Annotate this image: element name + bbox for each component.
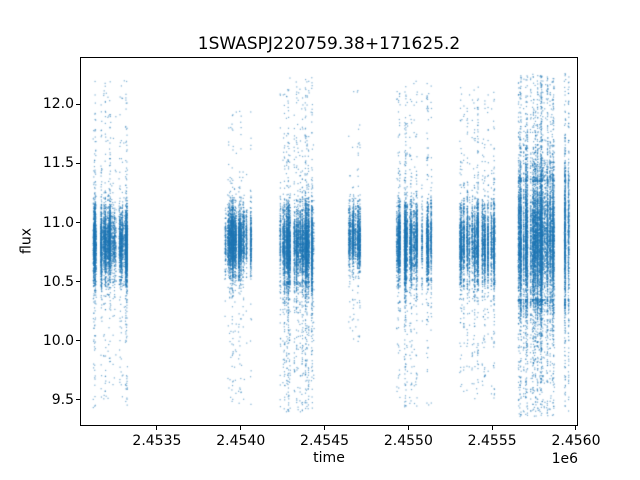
x-tick-label: 2.4540	[216, 433, 266, 449]
y-tick-label: 10.0	[42, 332, 74, 349]
y-tick-mark	[76, 222, 80, 224]
y-tick-label: 12.0	[42, 96, 74, 113]
x-tick-label: 2.4545	[300, 433, 350, 449]
x-tick-mark	[156, 426, 158, 430]
x-axis-offset-label: 1e6	[551, 451, 578, 467]
x-tick-mark	[491, 426, 493, 430]
x-tick-label: 2.4560	[551, 433, 601, 449]
x-axis-label: time	[313, 450, 345, 466]
y-tick-label: 9.5	[51, 391, 74, 408]
y-tick-mark	[76, 399, 80, 401]
y-tick-mark	[76, 103, 80, 105]
x-tick-mark	[575, 426, 577, 430]
x-tick-label: 2.4555	[467, 433, 517, 449]
x-tick-mark	[324, 426, 326, 430]
y-axis-label: flux	[18, 228, 35, 254]
x-tick-mark	[407, 426, 409, 430]
y-tick-label: 11.0	[42, 214, 74, 231]
scatter-points-canvas	[80, 57, 578, 426]
y-tick-mark	[76, 340, 80, 342]
x-tick-label: 2.4535	[132, 433, 182, 449]
x-tick-label: 2.4550	[383, 433, 433, 449]
y-tick-label: 10.5	[42, 273, 74, 290]
y-tick-mark	[76, 162, 80, 164]
x-tick-mark	[240, 426, 242, 430]
y-tick-label: 11.5	[42, 155, 74, 172]
chart-title: 1SWASPJ220759.38+171625.2	[197, 34, 461, 54]
y-tick-mark	[76, 281, 80, 283]
